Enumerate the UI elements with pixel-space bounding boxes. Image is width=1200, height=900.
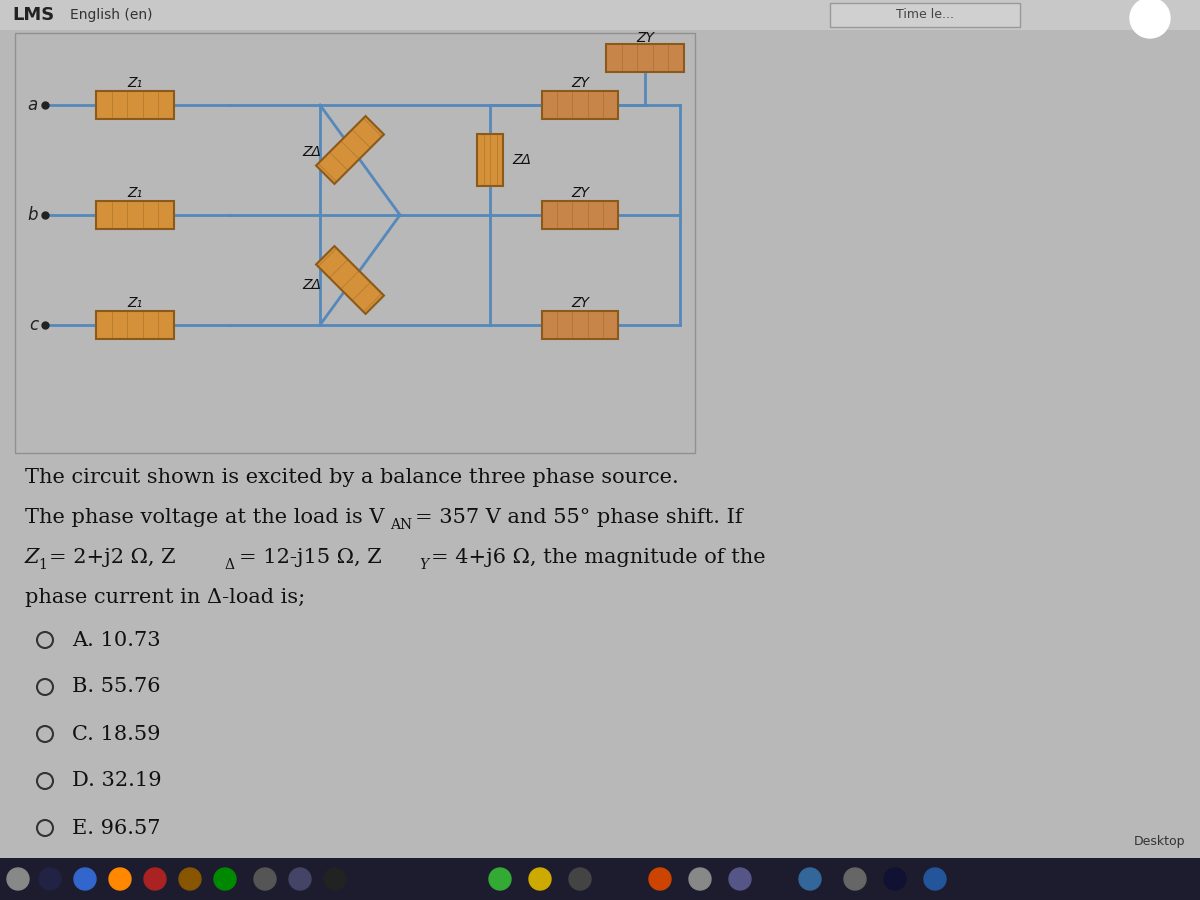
Circle shape — [529, 868, 551, 890]
Text: A. 10.73: A. 10.73 — [72, 631, 161, 650]
Bar — [96, 91, 174, 119]
Bar — [316, 116, 384, 184]
Text: = 2+j2 Ω, Z: = 2+j2 Ω, Z — [49, 548, 175, 567]
Text: = 357 V and 55° phase shift. If: = 357 V and 55° phase shift. If — [415, 508, 743, 527]
Text: b: b — [28, 206, 38, 224]
Text: 1: 1 — [38, 558, 47, 572]
Text: Z₁: Z₁ — [127, 296, 143, 310]
Circle shape — [569, 868, 592, 890]
Text: Time le...: Time le... — [896, 8, 954, 22]
Text: Z₁: Z₁ — [127, 186, 143, 200]
Circle shape — [109, 868, 131, 890]
Text: The phase voltage at the load is V: The phase voltage at the load is V — [25, 508, 384, 527]
Text: E. 96.57: E. 96.57 — [72, 818, 161, 838]
Text: ZY: ZY — [571, 76, 589, 90]
Bar — [96, 311, 174, 339]
Text: phase current in Δ-load is;: phase current in Δ-load is; — [25, 588, 305, 607]
Bar — [0, 0, 1200, 30]
Text: ZΔ: ZΔ — [302, 145, 322, 159]
Bar — [606, 44, 684, 72]
Circle shape — [289, 868, 311, 890]
Circle shape — [179, 868, 202, 890]
Text: Desktop: Desktop — [1134, 835, 1186, 849]
Circle shape — [490, 868, 511, 890]
Text: ZΔ: ZΔ — [302, 278, 322, 292]
Circle shape — [254, 868, 276, 890]
Text: Δ: Δ — [224, 558, 234, 572]
Text: B. 55.76: B. 55.76 — [72, 678, 161, 697]
Circle shape — [799, 868, 821, 890]
Circle shape — [924, 868, 946, 890]
Bar — [14, 33, 695, 453]
Text: Z₁: Z₁ — [127, 76, 143, 90]
Text: = 4+j6 Ω, the magnitude of the: = 4+j6 Ω, the magnitude of the — [431, 548, 766, 567]
Text: AN: AN — [390, 518, 412, 532]
Text: English (en): English (en) — [70, 8, 152, 22]
Text: ZY: ZY — [571, 296, 589, 310]
Text: D. 32.19: D. 32.19 — [72, 771, 162, 790]
Bar — [542, 201, 618, 229]
Text: ZY: ZY — [571, 186, 589, 200]
Bar — [542, 91, 618, 119]
Text: C. 18.59: C. 18.59 — [72, 724, 161, 743]
Circle shape — [689, 868, 710, 890]
Text: ZΔ: ZΔ — [512, 153, 530, 167]
Text: Z: Z — [25, 548, 40, 567]
Text: Y: Y — [419, 558, 428, 572]
Circle shape — [324, 868, 346, 890]
Bar — [316, 246, 384, 314]
Circle shape — [844, 868, 866, 890]
Text: LMS: LMS — [12, 6, 54, 24]
Bar — [478, 134, 503, 186]
Text: c: c — [29, 316, 38, 334]
Bar — [0, 858, 1200, 900]
Text: ZY: ZY — [636, 31, 654, 45]
Circle shape — [884, 868, 906, 890]
Circle shape — [7, 868, 29, 890]
Text: a: a — [28, 96, 38, 114]
Circle shape — [1130, 0, 1170, 38]
Circle shape — [649, 868, 671, 890]
Circle shape — [74, 868, 96, 890]
Circle shape — [214, 868, 236, 890]
Bar — [830, 3, 1020, 27]
Circle shape — [38, 868, 61, 890]
Text: The circuit shown is excited by a balance three phase source.: The circuit shown is excited by a balanc… — [25, 468, 679, 487]
Circle shape — [144, 868, 166, 890]
Bar — [96, 201, 174, 229]
Text: = 12-j15 Ω, Z: = 12-j15 Ω, Z — [239, 548, 382, 567]
Bar — [542, 311, 618, 339]
Circle shape — [730, 868, 751, 890]
